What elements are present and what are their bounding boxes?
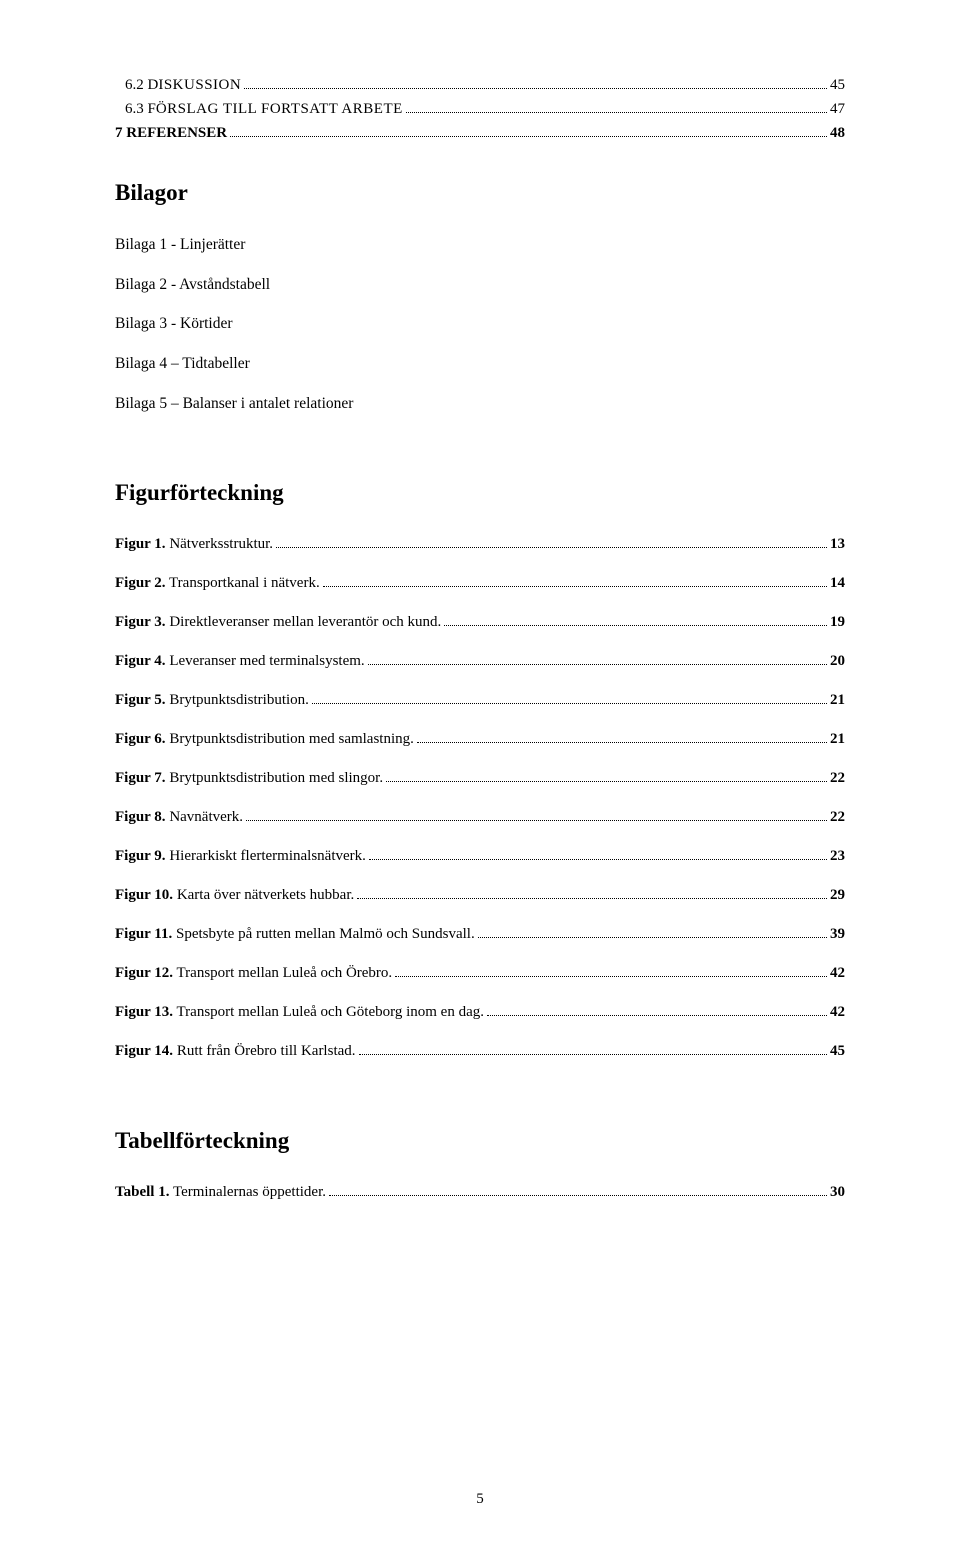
figure-label: Figur 1. Nätverksstruktur. [115,534,273,555]
table-entry: Tabell 1. Terminalernas öppettider. 30 [115,1182,845,1203]
figure-label: Figur 3. Direktleveranser mellan leveran… [115,612,441,633]
figure-entry: Figur 1. Nätverksstruktur. 13 [115,534,845,555]
figure-label: Figur 7. Brytpunktsdistribution med slin… [115,768,383,789]
toc-entry: 6.3 FÖRSLAG TILL FORTSATT ARBETE 47 [115,99,845,120]
figure-page: 42 [830,1002,845,1023]
figure-entry: Figur 14. Rutt från Örebro till Karlstad… [115,1041,845,1062]
toc-page: 48 [830,123,845,144]
figure-label: Figur 4. Leveranser med terminalsystem. [115,651,365,672]
toc-leader [276,535,827,549]
toc-leader [386,769,827,783]
figure-label: Figur 2. Transportkanal i nätverk. [115,573,320,594]
figure-label: Figur 14. Rutt från Örebro till Karlstad… [115,1041,356,1062]
figure-entry: Figur 3. Direktleveranser mellan leveran… [115,612,845,633]
figure-page: 23 [830,846,845,867]
toc-leader [368,652,827,666]
figure-label: Figur 9. Hierarkiskt flerterminalsnätver… [115,846,366,867]
toc-leader [406,100,827,114]
tables-heading: Tabellförteckning [115,1128,845,1154]
tables-list: Tabell 1. Terminalernas öppettider. 30 [115,1182,845,1203]
bilaga-item: Bilaga 3 - Körtider [115,313,845,335]
toc-leader [444,613,827,627]
bilaga-item: Bilaga 4 – Tidtabeller [115,353,845,375]
toc-leader [230,124,827,138]
page-number: 5 [0,1491,960,1508]
figure-page: 13 [830,534,845,555]
figure-entry: Figur 13. Transport mellan Luleå och Göt… [115,1002,845,1023]
toc-entry: 6.2 DISKUSSION 45 [115,75,845,96]
toc-leader [246,808,827,822]
toc-leader [478,925,827,939]
figure-page: 29 [830,885,845,906]
toc-label: 7 REFERENSER [115,123,227,144]
figure-entry: Figur 11. Spetsbyte på rutten mellan Mal… [115,924,845,945]
figures-list: Figur 1. Nätverksstruktur. 13 Figur 2. T… [115,534,845,1062]
figure-label: Figur 13. Transport mellan Luleå och Göt… [115,1002,484,1023]
toc-entry: 7 REFERENSER 48 [115,123,845,144]
figure-page: 45 [830,1041,845,1062]
toc-leader [244,76,827,90]
toc-leader [487,1003,827,1017]
figure-entry: Figur 5. Brytpunktsdistribution. 21 [115,690,845,711]
toc-leader [323,574,827,588]
toc-leader [312,691,827,705]
toc-label: 6.3 FÖRSLAG TILL FORTSATT ARBETE [125,99,403,120]
figures-heading: Figurförteckning [115,480,845,506]
figure-label: Figur 11. Spetsbyte på rutten mellan Mal… [115,924,475,945]
toc-page: 45 [830,75,845,96]
figure-entry: Figur 9. Hierarkiskt flerterminalsnätver… [115,846,845,867]
toc-leader [395,964,827,978]
figure-page: 22 [830,768,845,789]
figure-page: 39 [830,924,845,945]
figure-label: Figur 5. Brytpunktsdistribution. [115,690,309,711]
figure-label: Figur 10. Karta över nätverkets hubbar. [115,885,354,906]
figure-entry: Figur 12. Transport mellan Luleå och Öre… [115,963,845,984]
figure-page: 42 [830,963,845,984]
figure-entry: Figur 10. Karta över nätverkets hubbar. … [115,885,845,906]
figure-page: 19 [830,612,845,633]
figure-label: Figur 6. Brytpunktsdistribution med saml… [115,729,414,750]
table-label: Tabell 1. Terminalernas öppettider. [115,1182,326,1203]
toc-leader [359,1042,827,1056]
figure-entry: Figur 8. Navnätverk. 22 [115,807,845,828]
figure-label: Figur 12. Transport mellan Luleå och Öre… [115,963,392,984]
figure-page: 21 [830,729,845,750]
bilaga-item: Bilaga 2 - Avståndstabell [115,274,845,296]
bilaga-item: Bilaga 1 - Linjerätter [115,234,845,256]
figure-page: 22 [830,807,845,828]
toc-leader [357,886,827,900]
bilagor-list: Bilaga 1 - Linjerätter Bilaga 2 - Avstån… [115,234,845,414]
figure-entry: Figur 2. Transportkanal i nätverk. 14 [115,573,845,594]
figure-entry: Figur 7. Brytpunktsdistribution med slin… [115,768,845,789]
toc-page: 47 [830,99,845,120]
toc-leader [417,730,827,744]
toc-leader [369,847,827,861]
bilagor-heading: Bilagor [115,180,845,206]
figure-page: 14 [830,573,845,594]
toc-label: 6.2 DISKUSSION [125,75,241,96]
bilaga-item: Bilaga 5 – Balanser i antalet relationer [115,393,845,415]
figure-label: Figur 8. Navnätverk. [115,807,243,828]
figure-page: 20 [830,651,845,672]
figure-entry: Figur 4. Leveranser med terminalsystem. … [115,651,845,672]
figure-page: 21 [830,690,845,711]
table-page: 30 [830,1182,845,1203]
toc-leader [329,1183,827,1197]
toc-top-section: 6.2 DISKUSSION 45 6.3 FÖRSLAG TILL FORTS… [115,75,845,144]
figure-entry: Figur 6. Brytpunktsdistribution med saml… [115,729,845,750]
